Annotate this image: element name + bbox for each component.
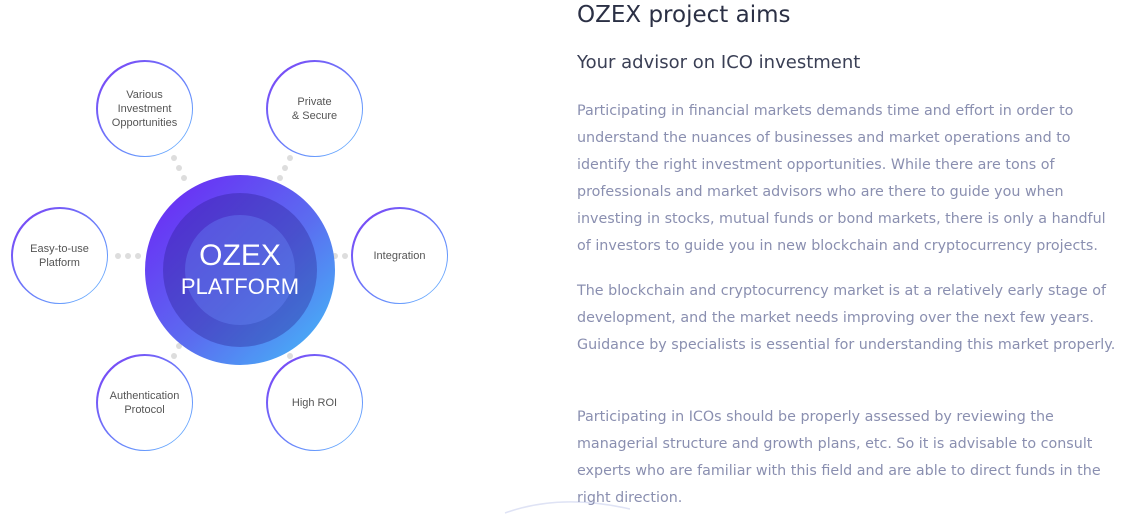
node-various-investment: Various Investment Opportunities bbox=[96, 60, 193, 157]
paragraph: The blockchain and cryptocurrency market… bbox=[577, 283, 1116, 353]
decorative-arc bbox=[504, 501, 631, 514]
node-integration: Integration bbox=[351, 207, 448, 304]
node-authentication: Authentication Protocol bbox=[96, 354, 193, 451]
center-title: OZEX bbox=[199, 239, 281, 272]
center-subtitle: PLATFORM bbox=[180, 274, 300, 299]
node-high-roi: High ROI bbox=[266, 354, 363, 451]
paragraph: Participating in ICOs should be properly… bbox=[577, 409, 1101, 506]
page-title: OZEX project aims bbox=[577, 2, 791, 28]
platform-center-circle: OZEX PLATFORM bbox=[145, 175, 335, 365]
node-easy-to-use: Easy-to-use Platform bbox=[11, 207, 108, 304]
node-private-secure: Private & Secure bbox=[266, 60, 363, 157]
platform-diagram: Various Investment Opportunities Private… bbox=[0, 0, 631, 514]
page-subtitle: Your advisor on ICO investment bbox=[577, 52, 861, 73]
paragraph: Participating in financial markets deman… bbox=[577, 103, 1106, 254]
